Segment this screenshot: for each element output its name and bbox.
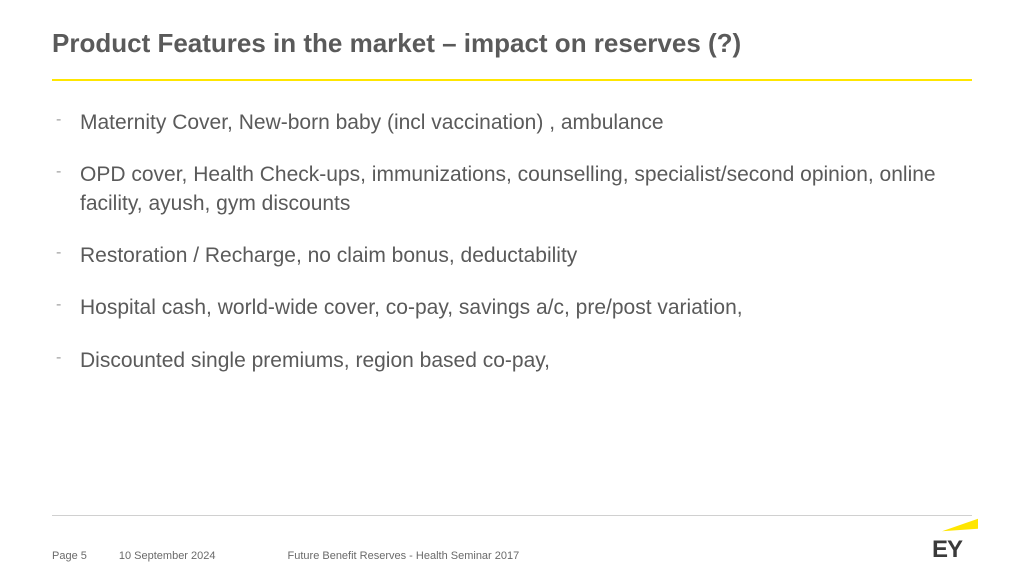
slide-footer: Page 5 10 September 2024 Future Benefit … — [0, 515, 1024, 576]
bullet-item: Hospital cash, world-wide cover, co-pay,… — [52, 294, 972, 322]
footer-meta: Page 5 10 September 2024 Future Benefit … — [52, 550, 519, 562]
bullet-list: Maternity Cover, New-born baby (incl vac… — [52, 109, 972, 375]
footer-date: 10 September 2024 — [119, 550, 216, 562]
ey-logo: EY — [932, 526, 972, 562]
slide-container: Product Features in the market – impact … — [0, 0, 1024, 576]
bullet-item: OPD cover, Health Check-ups, immunizatio… — [52, 161, 972, 218]
page-number: Page 5 — [52, 550, 87, 562]
footer-content: Page 5 10 September 2024 Future Benefit … — [52, 526, 972, 562]
footer-doc-title: Future Benefit Reserves - Health Seminar… — [288, 550, 520, 562]
bullet-item: Restoration / Recharge, no claim bonus, … — [52, 242, 972, 270]
slide-title: Product Features in the market – impact … — [52, 28, 972, 59]
bullet-item: Maternity Cover, New-born baby (incl vac… — [52, 109, 972, 137]
title-divider — [52, 79, 972, 81]
ey-logo-text: EY — [932, 536, 962, 564]
ey-logo-beam-icon — [942, 519, 978, 532]
bullet-item: Discounted single premiums, region based… — [52, 347, 972, 375]
footer-divider — [52, 515, 972, 516]
